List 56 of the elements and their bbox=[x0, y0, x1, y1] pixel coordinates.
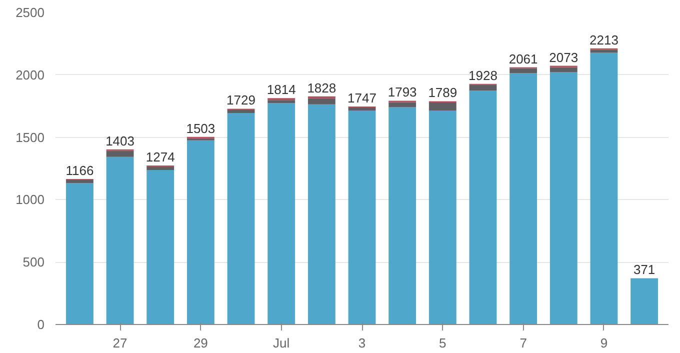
total-label: 1403 bbox=[106, 133, 134, 148]
total-label: 1814 bbox=[266, 82, 296, 98]
y-tick-label: 0 bbox=[37, 317, 45, 332]
bar bbox=[66, 183, 94, 324]
bar bbox=[106, 156, 134, 324]
y-tick-label: 2000 bbox=[16, 67, 44, 82]
y-tick-label: 2500 bbox=[16, 5, 44, 20]
x-tick-label: 29 bbox=[193, 336, 208, 350]
y-tick-label: 1500 bbox=[16, 130, 44, 145]
bar bbox=[630, 278, 658, 324]
bar bbox=[590, 50, 618, 53]
total-label: 371 bbox=[633, 262, 656, 278]
bar bbox=[428, 102, 456, 110]
y-tick-label: 500 bbox=[22, 254, 45, 270]
bar bbox=[428, 110, 456, 324]
bar bbox=[510, 73, 538, 324]
y-tick-label: 1000 bbox=[16, 192, 44, 208]
bar bbox=[146, 170, 174, 324]
total-label: 1789 bbox=[428, 85, 458, 100]
x-tick-label: 9 bbox=[600, 336, 608, 350]
bar bbox=[590, 52, 618, 324]
bar bbox=[308, 98, 336, 104]
total-label: 1793 bbox=[388, 84, 417, 100]
total-label: 1928 bbox=[468, 68, 498, 83]
x-tick-label: 5 bbox=[439, 336, 446, 350]
bar bbox=[227, 110, 255, 113]
bar bbox=[106, 150, 134, 157]
x-tick-label: 3 bbox=[358, 336, 366, 350]
total-label: 1729 bbox=[226, 92, 256, 108]
bar bbox=[348, 110, 376, 324]
bar bbox=[550, 72, 578, 324]
bar bbox=[348, 107, 376, 110]
x-tick-label: Jul bbox=[273, 336, 290, 350]
x-tick-label: 7 bbox=[520, 336, 527, 350]
bar bbox=[550, 67, 578, 72]
total-label: 1828 bbox=[307, 80, 336, 96]
total-label: 1166 bbox=[66, 162, 94, 178]
bar bbox=[186, 140, 214, 324]
bar bbox=[146, 167, 174, 170]
bar bbox=[268, 100, 296, 104]
total-label: 2213 bbox=[590, 32, 618, 48]
bar bbox=[66, 180, 94, 184]
bar bbox=[469, 84, 497, 91]
bar bbox=[388, 102, 416, 108]
total-label: 2073 bbox=[549, 50, 578, 65]
total-label: 1503 bbox=[186, 120, 216, 136]
bar bbox=[388, 107, 416, 324]
bar bbox=[510, 68, 538, 74]
x-tick-label: 27 bbox=[112, 336, 128, 350]
total-label: 1274 bbox=[146, 150, 175, 165]
bar bbox=[308, 104, 336, 324]
total-label: 2061 bbox=[508, 51, 538, 66]
total-label: 1747 bbox=[348, 90, 376, 106]
bar bbox=[268, 103, 296, 324]
bar bbox=[227, 112, 255, 324]
bar bbox=[469, 90, 497, 324]
